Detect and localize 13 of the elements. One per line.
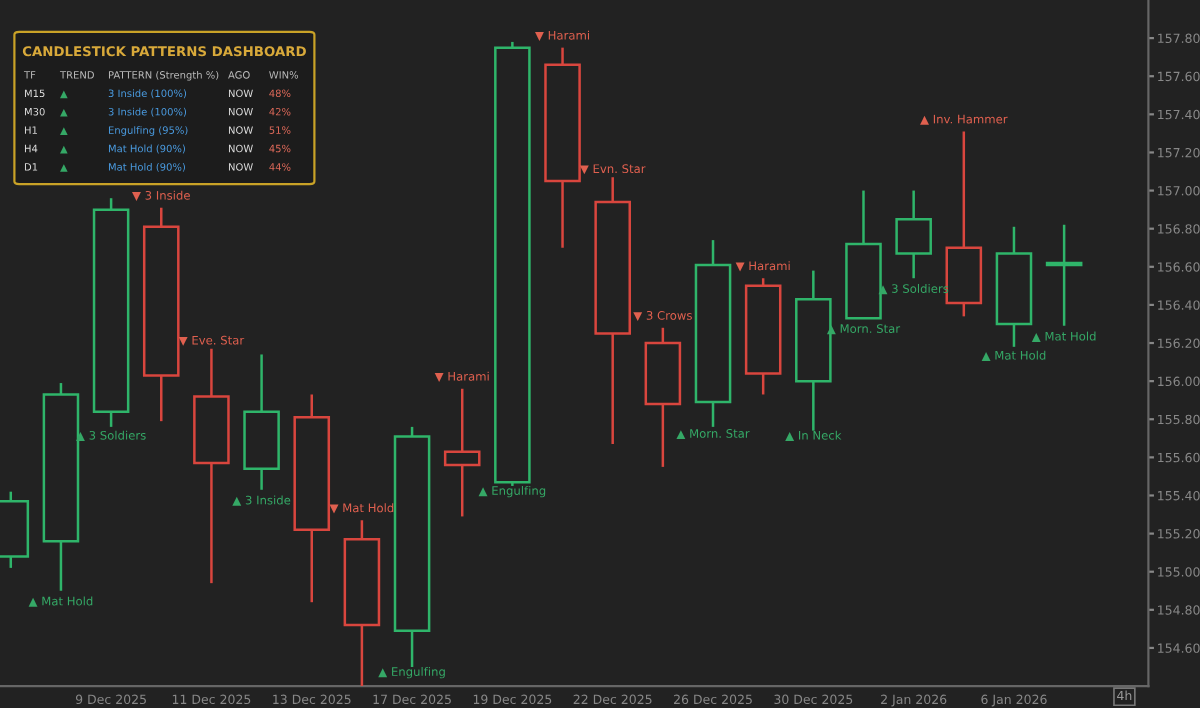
candlestick <box>594 175 631 446</box>
candlestick <box>293 393 331 604</box>
candlestick <box>795 269 832 432</box>
candlestick <box>895 189 932 280</box>
candlestick <box>243 353 280 492</box>
candlestick <box>995 225 1033 349</box>
candlestick <box>1045 223 1083 328</box>
candlestick <box>343 519 381 687</box>
candlestick <box>443 387 481 518</box>
candlestick <box>193 347 230 585</box>
candlestick <box>694 238 732 429</box>
candlestick <box>544 46 581 249</box>
candlestick <box>142 206 180 423</box>
